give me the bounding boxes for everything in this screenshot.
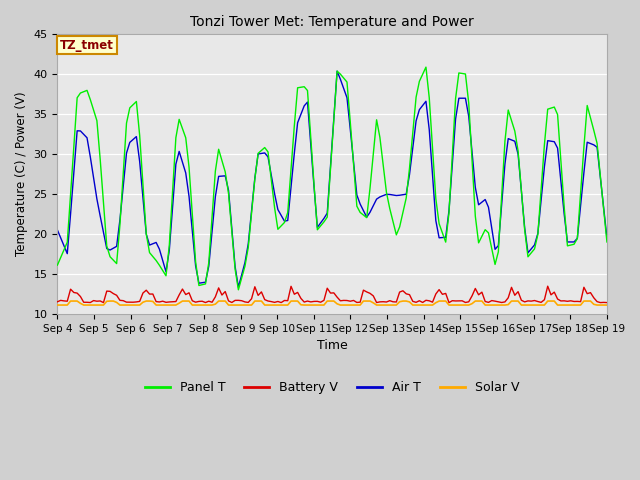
X-axis label: Time: Time xyxy=(317,339,348,352)
Panel T xyxy=(369,151,377,157)
Battery V xyxy=(544,283,552,289)
Air T xyxy=(498,202,506,208)
Panel T xyxy=(380,162,387,168)
Solar V xyxy=(156,302,163,308)
Air T xyxy=(234,284,242,290)
Line: Panel T: Panel T xyxy=(58,67,607,290)
Air T xyxy=(54,227,61,233)
Panel T xyxy=(498,194,506,200)
Panel T xyxy=(603,239,611,245)
Solar V xyxy=(244,302,252,308)
Solar V xyxy=(603,302,611,308)
Battery V xyxy=(445,300,453,305)
Solar V xyxy=(215,298,223,304)
Battery V xyxy=(366,290,374,296)
Battery V xyxy=(241,299,249,305)
Panel T xyxy=(234,287,242,293)
Y-axis label: Temperature (C) / Power (V): Temperature (C) / Power (V) xyxy=(15,92,28,256)
Text: TZ_tmet: TZ_tmet xyxy=(60,38,114,51)
Air T xyxy=(244,241,252,247)
Battery V xyxy=(603,300,611,305)
Solar V xyxy=(380,302,387,308)
Battery V xyxy=(152,299,160,304)
Battery V xyxy=(211,294,219,300)
Air T xyxy=(372,196,380,202)
Title: Tonzi Tower Met: Temperature and Power: Tonzi Tower Met: Temperature and Power xyxy=(190,15,474,29)
Line: Battery V: Battery V xyxy=(58,286,607,302)
Panel T xyxy=(54,262,61,268)
Battery V xyxy=(54,299,61,305)
Solar V xyxy=(54,302,61,308)
Panel T xyxy=(152,258,160,264)
Panel T xyxy=(211,168,219,174)
Panel T xyxy=(422,64,430,70)
Battery V xyxy=(376,299,384,305)
Panel T xyxy=(244,244,252,250)
Line: Air T: Air T xyxy=(58,71,607,287)
Battery V xyxy=(495,299,502,305)
Air T xyxy=(603,235,611,241)
Solar V xyxy=(369,300,377,306)
Air T xyxy=(333,68,341,74)
Air T xyxy=(152,240,160,245)
Solar V xyxy=(67,298,74,304)
Legend: Panel T, Battery V, Air T, Solar V: Panel T, Battery V, Air T, Solar V xyxy=(140,376,524,399)
Solar V xyxy=(495,302,502,308)
Line: Solar V: Solar V xyxy=(58,301,607,305)
Air T xyxy=(383,192,390,197)
Air T xyxy=(211,194,219,200)
